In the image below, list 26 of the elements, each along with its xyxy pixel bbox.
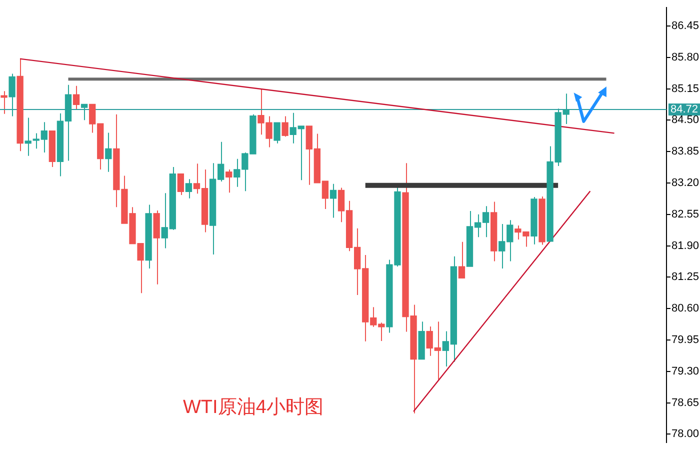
y-tick-label: 83.85 [671,146,700,158]
y-tick-label: 85.80 [671,51,700,64]
text: WTI原油4小时图 [183,396,324,420]
y-tick-label: 78.65 [671,396,700,409]
candlestick [72,85,80,110]
candlestick [105,132,112,172]
y-tick-label: 84.50 [671,114,700,126]
y-tick-label: 81.25 [671,271,700,284]
candlestick [458,241,466,279]
candlestick [0,90,8,114]
candlestick [282,116,288,138]
y-tick-label: 83.20 [671,177,700,189]
y-tick-label: 79.30 [671,365,700,378]
candlestick [185,178,192,199]
y-tick-label: 82.55 [671,208,700,220]
candlestick [226,168,232,194]
candlestick [330,183,337,218]
y-tick-label: 85.15 [671,82,700,95]
y-tick-label: 80.60 [671,302,700,315]
candlestick [274,122,280,144]
ref-line-label: 84.72 [670,104,698,116]
y-tick-label: 81.90 [671,240,700,252]
candlestick [177,173,184,196]
y-tick-label: 78.00 [671,428,700,440]
y-tick-label: 86.45 [671,20,700,32]
y-tick-label: 79.95 [671,334,700,346]
